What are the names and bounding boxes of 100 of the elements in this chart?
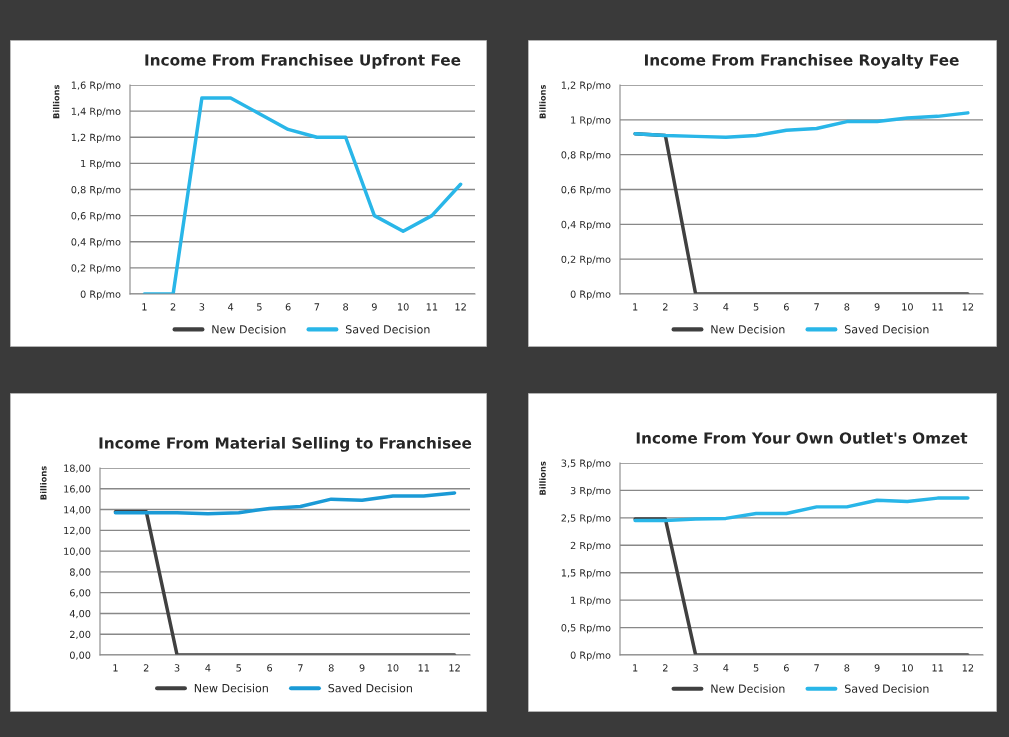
y-tick-label: 1,4 Rp/mo [71, 107, 121, 117]
x-tick-label: 1 [633, 303, 638, 311]
line-series [633, 496, 970, 523]
y-tick-label: 0,00 [69, 651, 91, 660]
x-tick-label: 4 [723, 303, 729, 311]
x-tick-label: 5 [257, 303, 262, 311]
x-tick-label: 7 [298, 664, 303, 672]
x-tick-label: 6 [285, 303, 291, 311]
y-tick-label: 1,2 Rp/mo [71, 133, 121, 143]
legend-label: Saved Decision [328, 683, 412, 693]
y-tick-label: 1,6 Rp/mo [71, 81, 121, 91]
x-tick-label: 12 [962, 303, 974, 311]
legend-label: Saved Decision [345, 324, 430, 334]
y-axis-title: Billions [539, 461, 546, 495]
x-tick-label: 2 [170, 303, 176, 311]
x-tick-label: 2 [662, 303, 668, 311]
x-tick-label: 3 [693, 303, 698, 311]
chart-title: Income From Your Own Outlet's Omzet [636, 431, 968, 444]
y-tick-label: 2,5 Rp/mo [561, 514, 611, 524]
x-tick-label: 8 [844, 303, 850, 311]
x-tick-label: 8 [328, 664, 334, 672]
y-tick-label: 0 Rp/mo [80, 290, 121, 300]
y-tick-label: 0,8 Rp/mo [71, 185, 121, 196]
x-tick-label: 11 [932, 664, 943, 672]
y-tick-label: 1,5 Rp/mo [561, 569, 611, 579]
x-tick-label: 2 [662, 664, 668, 672]
y-tick-label: 0 Rp/mo [570, 290, 611, 300]
x-tick-label: 5 [753, 664, 759, 672]
x-tick-label: 9 [359, 664, 365, 672]
legend-label: New Decision [194, 683, 268, 693]
y-tick-label: 1 Rp/mo [571, 596, 611, 606]
y-tick-label: 1,2 Rp/mo [561, 81, 611, 91]
y-tick-label: 3,5 Rp/mo [561, 459, 611, 469]
x-tick-label: 11 [426, 303, 438, 311]
y-tick-label: 12,00 [64, 526, 91, 536]
x-tick-label: 5 [753, 303, 759, 311]
y-tick-label: 8,00 [69, 568, 91, 577]
y-tick-label: 0,8 Rp/mo [561, 151, 611, 161]
y-tick-label: 14,00 [64, 506, 91, 515]
x-tick-label: 1 [633, 664, 638, 672]
x-tick-label: 3 [693, 664, 698, 672]
x-tick-label: 6 [783, 664, 789, 672]
y-tick-label: 2,00 [70, 630, 91, 640]
x-tick-label: 9 [874, 664, 880, 672]
x-tick-label: 11 [932, 303, 943, 311]
y-axis-title: Billions [52, 84, 60, 119]
x-tick-label: 3 [199, 303, 205, 311]
y-tick-label: 0,2 Rp/mo [561, 255, 611, 265]
y-tick-label: 1 Rp/mo [81, 159, 121, 170]
x-tick-label: 10 [902, 303, 913, 311]
y-tick-label: 4,00 [69, 609, 91, 619]
line-series [633, 111, 970, 139]
y-tick-label: 10,00 [64, 547, 91, 556]
legend-label: Saved Decision [844, 684, 929, 693]
x-tick-label: 12 [449, 664, 460, 672]
x-tick-label: 12 [962, 664, 974, 672]
chart-title: Income From Franchisee Royalty Fee [644, 53, 959, 69]
x-tick-label: 12 [455, 303, 466, 311]
x-tick-label: 10 [398, 303, 409, 311]
x-tick-label: 9 [371, 303, 377, 311]
y-tick-label: 2 Rp/mo [570, 541, 611, 551]
x-tick-label: 4 [723, 664, 729, 672]
x-tick-label: 1 [113, 664, 118, 672]
y-tick-label: 0 Rp/mo [570, 651, 611, 661]
x-tick-label: 7 [314, 303, 320, 311]
x-tick-label: 5 [236, 664, 241, 672]
y-tick-label: 18,00 [64, 464, 91, 473]
y-tick-label: 0,5 Rp/mo [561, 624, 611, 634]
y-tick-label: 0,6 Rp/mo [71, 212, 121, 222]
legend-label: New Decision [212, 324, 286, 334]
y-tick-label: 16,00 [64, 485, 91, 494]
x-tick-label: 4 [228, 303, 234, 311]
x-tick-label: 1 [142, 303, 147, 311]
x-tick-label: 11 [418, 664, 430, 672]
y-tick-label: 0,2 Rp/mo [71, 264, 121, 274]
y-tick-label: 0,6 Rp/mo [561, 185, 611, 196]
y-tick-label: 6,00 [70, 589, 91, 598]
legend-label: New Decision [711, 684, 785, 693]
x-tick-label: 10 [387, 664, 399, 672]
x-tick-label: 8 [343, 303, 349, 311]
y-tick-label: 0,4 Rp/mo [71, 238, 121, 248]
x-tick-label: 4 [205, 664, 211, 672]
x-tick-label: 9 [874, 303, 880, 311]
x-tick-label: 2 [143, 664, 149, 672]
x-tick-label: 10 [902, 664, 913, 672]
x-tick-label: 8 [844, 664, 850, 672]
line-series [113, 491, 457, 516]
x-tick-label: 6 [783, 303, 789, 311]
y-tick-label: 0,4 Rp/mo [561, 220, 611, 231]
chart-title: Income From Material Selling to Franchisee [99, 436, 472, 452]
y-axis-title: Billions [539, 84, 546, 119]
y-tick-label: 1 Rp/mo [571, 116, 611, 126]
x-tick-label: 6 [267, 664, 273, 672]
x-tick-label: 7 [814, 303, 819, 311]
line-series [142, 96, 463, 294]
y-axis-title: Billions [40, 466, 47, 500]
x-tick-label: 7 [814, 664, 819, 672]
legend-label: New Decision [711, 324, 785, 334]
x-tick-label: 3 [174, 664, 180, 672]
chart-title: Income From Franchisee Upfront Fee [145, 53, 461, 69]
